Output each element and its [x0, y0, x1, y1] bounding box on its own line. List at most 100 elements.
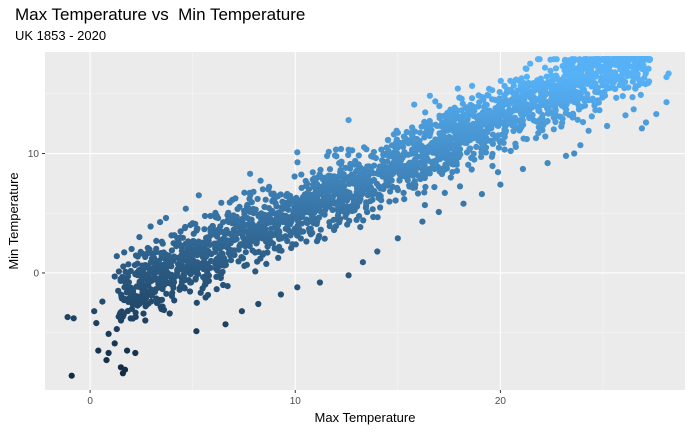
- data-point: [507, 147, 514, 155]
- data-point: [435, 208, 442, 216]
- data-point: [204, 291, 212, 299]
- data-point: [136, 267, 143, 274]
- data-point: [249, 247, 256, 254]
- data-point: [581, 102, 589, 109]
- data-point: [124, 347, 131, 354]
- data-point: [512, 140, 519, 147]
- data-point: [378, 146, 385, 153]
- data-point: [383, 144, 390, 151]
- data-point: [103, 357, 110, 364]
- data-point: [553, 82, 560, 90]
- data-point: [316, 279, 323, 286]
- data-point: [637, 91, 644, 98]
- data-point: [153, 295, 160, 302]
- data-point: [136, 234, 143, 241]
- data-point: [218, 250, 225, 257]
- data-point: [105, 349, 112, 357]
- data-point: [478, 191, 485, 198]
- data-point: [157, 219, 164, 226]
- data-point: [377, 204, 384, 211]
- data-point: [630, 106, 637, 113]
- data-point: [294, 149, 301, 156]
- data-point: [536, 56, 543, 63]
- data-point: [361, 144, 368, 151]
- chart-title: Max Temperature vs Min Temperature: [15, 5, 306, 24]
- data-point: [369, 196, 376, 203]
- data-point: [522, 65, 529, 72]
- data-point: [459, 100, 466, 107]
- data-point: [527, 60, 534, 67]
- x-tick-label: 20: [495, 396, 507, 407]
- data-point: [168, 247, 175, 254]
- data-point: [118, 308, 125, 315]
- data-point: [417, 129, 424, 136]
- data-point: [171, 232, 178, 239]
- data-point: [432, 136, 439, 143]
- data-point: [325, 148, 332, 155]
- scatter-points: [64, 68, 672, 379]
- data-point: [238, 308, 245, 315]
- data-point: [454, 85, 461, 92]
- data-point: [302, 177, 309, 185]
- data-point: [489, 162, 496, 170]
- data-point: [309, 169, 316, 176]
- data-point: [594, 56, 601, 63]
- data-point: [91, 308, 98, 315]
- data-point: [447, 174, 454, 181]
- data-point: [122, 268, 129, 275]
- data-point: [411, 101, 418, 108]
- data-point: [190, 238, 197, 245]
- data-point: [583, 56, 590, 63]
- data-point: [162, 214, 170, 222]
- data-point: [355, 213, 363, 220]
- data-point: [541, 64, 549, 71]
- data-point: [541, 98, 548, 105]
- data-point: [207, 257, 215, 265]
- data-point: [171, 253, 178, 260]
- data-point: [241, 189, 248, 196]
- data-point: [562, 56, 569, 63]
- data-point: [169, 289, 176, 296]
- data-point: [224, 283, 231, 290]
- data-point: [258, 210, 265, 217]
- data-point: [506, 106, 513, 113]
- data-point: [113, 326, 120, 333]
- data-point: [532, 135, 540, 142]
- data-point: [276, 243, 283, 250]
- data-point: [142, 317, 149, 324]
- data-point: [645, 80, 652, 87]
- y-axis-ticks: 0 10: [28, 149, 45, 279]
- data-point: [317, 166, 324, 173]
- data-point: [414, 190, 422, 197]
- data-point: [553, 56, 560, 63]
- data-point: [279, 198, 286, 205]
- data-point: [618, 80, 625, 87]
- data-point: [421, 118, 428, 125]
- data-point: [379, 157, 386, 164]
- data-point: [111, 273, 118, 280]
- data-point: [370, 148, 377, 156]
- data-point: [355, 152, 362, 159]
- data-point: [193, 299, 200, 306]
- data-point: [218, 199, 225, 206]
- data-point: [209, 222, 216, 230]
- data-point: [338, 158, 345, 165]
- data-point: [262, 196, 269, 203]
- data-point: [243, 261, 250, 268]
- data-point: [252, 268, 259, 275]
- data-point: [132, 252, 140, 259]
- data-point: [182, 223, 189, 231]
- y-tick-label: 0: [33, 268, 39, 279]
- data-point: [632, 83, 639, 90]
- data-point: [347, 160, 354, 168]
- data-point: [604, 122, 611, 130]
- data-point: [523, 73, 531, 80]
- data-point: [316, 171, 323, 178]
- data-point: [494, 169, 502, 176]
- data-point: [411, 178, 418, 185]
- data-point: [515, 77, 522, 84]
- data-point: [409, 124, 416, 131]
- data-point: [261, 203, 268, 211]
- data-point: [400, 133, 407, 140]
